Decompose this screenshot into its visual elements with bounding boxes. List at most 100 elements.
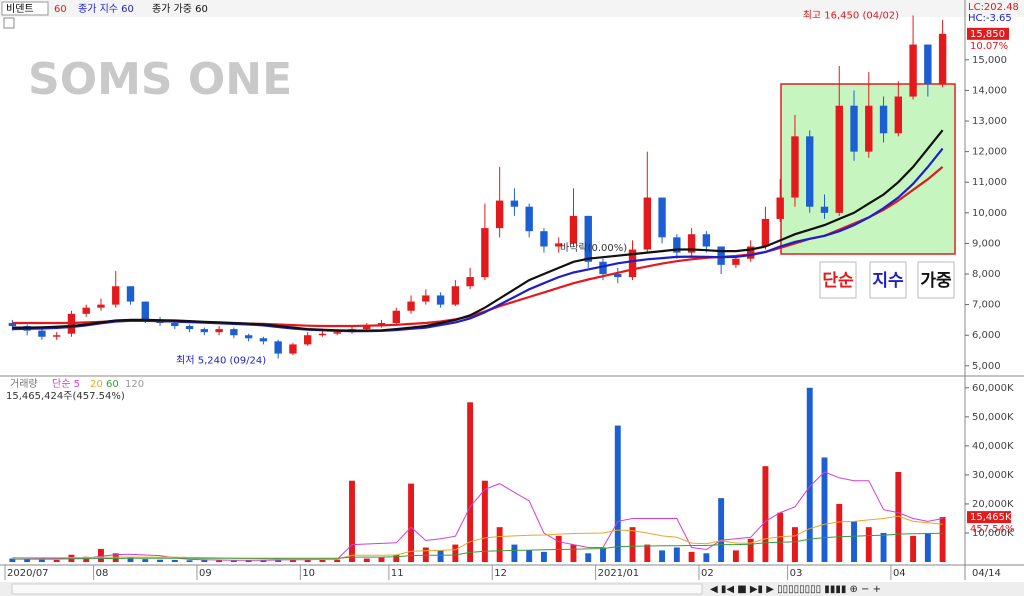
volume-bar: [230, 560, 237, 562]
candle-body: [510, 200, 519, 207]
candle-body: [673, 237, 681, 253]
volume-bar: [673, 547, 680, 562]
lc-label: LC:202.48: [968, 2, 1019, 13]
volume-bar: [629, 527, 636, 562]
candle-body: [451, 286, 460, 305]
candle-body: [126, 286, 135, 302]
volume-bar: [851, 521, 857, 562]
volume-bar: [408, 483, 415, 562]
volume-bar: [171, 559, 178, 562]
candle-body: [569, 215, 578, 244]
candle-body: [259, 338, 268, 342]
candle-body: [392, 310, 400, 323]
x-tick-label: 2021/01: [598, 568, 640, 579]
candle-body: [363, 326, 371, 330]
y-tick-label: 7,000: [972, 300, 1001, 311]
x-tick-label: 03: [790, 568, 803, 579]
x-tick-label: 02: [701, 568, 714, 579]
volume-bar: [260, 559, 267, 562]
candle-body: [422, 295, 430, 302]
volume-bar: [747, 538, 754, 562]
candle-body: [8, 322, 17, 327]
volume-bar: [53, 559, 60, 562]
volume-bar: [703, 553, 710, 562]
volume-bar: [836, 503, 843, 562]
stock-box[interactable]: [1, 1, 49, 16]
y-tick-label: 15,000: [972, 55, 1007, 66]
volume-bar: [732, 550, 739, 562]
volume-bar: [363, 558, 370, 562]
candle-body: [791, 136, 799, 198]
candle-body: [407, 301, 415, 311]
candle-body: [244, 335, 253, 339]
y-tick-label: 10,000K: [972, 528, 1014, 539]
volume-bar: [98, 548, 104, 562]
volume-bar: [659, 550, 666, 562]
candle-body: [879, 105, 888, 134]
ma-line: [12, 515, 943, 560]
candle-body: [333, 332, 341, 334]
last-price: 15,850: [970, 29, 1005, 40]
candle-body: [776, 197, 784, 219]
volume-bar: [910, 535, 917, 562]
candle-body: [466, 277, 474, 287]
volume-bar: [585, 553, 592, 562]
x-tick-label: 12: [494, 568, 507, 579]
candle-body: [909, 44, 917, 97]
button[interactable]: [917, 261, 955, 299]
settings-box[interactable]: [3, 17, 15, 29]
candle-body: [304, 335, 312, 345]
volume-bar: [570, 544, 577, 562]
candle-body: [215, 329, 223, 333]
candle-body: [525, 206, 533, 232]
last-volume-box: [967, 511, 1011, 524]
button-label: 지수: [872, 271, 904, 291]
volume-bar: [792, 527, 798, 562]
floor-note: 바닥락(0.00%): [560, 242, 627, 254]
candle-body: [52, 335, 61, 337]
low-note: 최저 5,240 (09/24): [176, 354, 266, 366]
y-tick-label: 10,000: [972, 208, 1007, 219]
candle-body: [717, 246, 725, 265]
last-price-box: [967, 27, 1009, 40]
change: 10.07%: [970, 41, 1008, 52]
volume-bar: [865, 527, 872, 562]
y-tick-label: 14,000: [972, 85, 1007, 96]
nav-buttons[interactable]: ◀ ▮◀ ■ ▶▮ ▶ ▯▯▯▯▯▯▯▯ ▮▮▮▮ ⊕ − +: [710, 584, 881, 595]
volume-bar: [614, 425, 621, 562]
volume-bar: [9, 558, 16, 562]
candle-body: [643, 197, 651, 250]
candle-body: [540, 231, 548, 247]
volume-bar: [806, 387, 813, 562]
candle-body: [38, 330, 46, 337]
button[interactable]: [869, 261, 907, 299]
volume-bar: [349, 480, 355, 562]
volume-bar: [304, 559, 311, 562]
candle-body: [185, 326, 194, 330]
candle-body: [732, 258, 740, 265]
volume-bar: [496, 527, 503, 562]
candle-body: [835, 105, 843, 213]
candle-body: [481, 228, 489, 278]
volume-bar: [644, 544, 651, 562]
y-tick-label: 11,000: [972, 177, 1007, 188]
candle-body: [938, 33, 947, 85]
scroll-track[interactable]: [11, 583, 703, 595]
candle-body: [628, 249, 637, 278]
ma-legend: 60: [54, 4, 67, 15]
volume-bar: [319, 559, 326, 562]
button[interactable]: [819, 261, 857, 299]
candle-body: [924, 44, 932, 85]
volume-legend: 60: [106, 379, 119, 390]
last-volume: 15,465K: [970, 512, 1012, 523]
ma-legend: 종가 지수 60: [78, 3, 134, 15]
volume-legend: 단순 5: [52, 378, 80, 390]
volume-bar: [24, 559, 31, 562]
candle-body: [289, 344, 297, 354]
volume-bar: [939, 517, 946, 562]
volume-bar: [555, 535, 562, 562]
volume-bar: [924, 532, 931, 562]
volume-bar: [289, 559, 296, 562]
volume-bar: [452, 544, 459, 562]
